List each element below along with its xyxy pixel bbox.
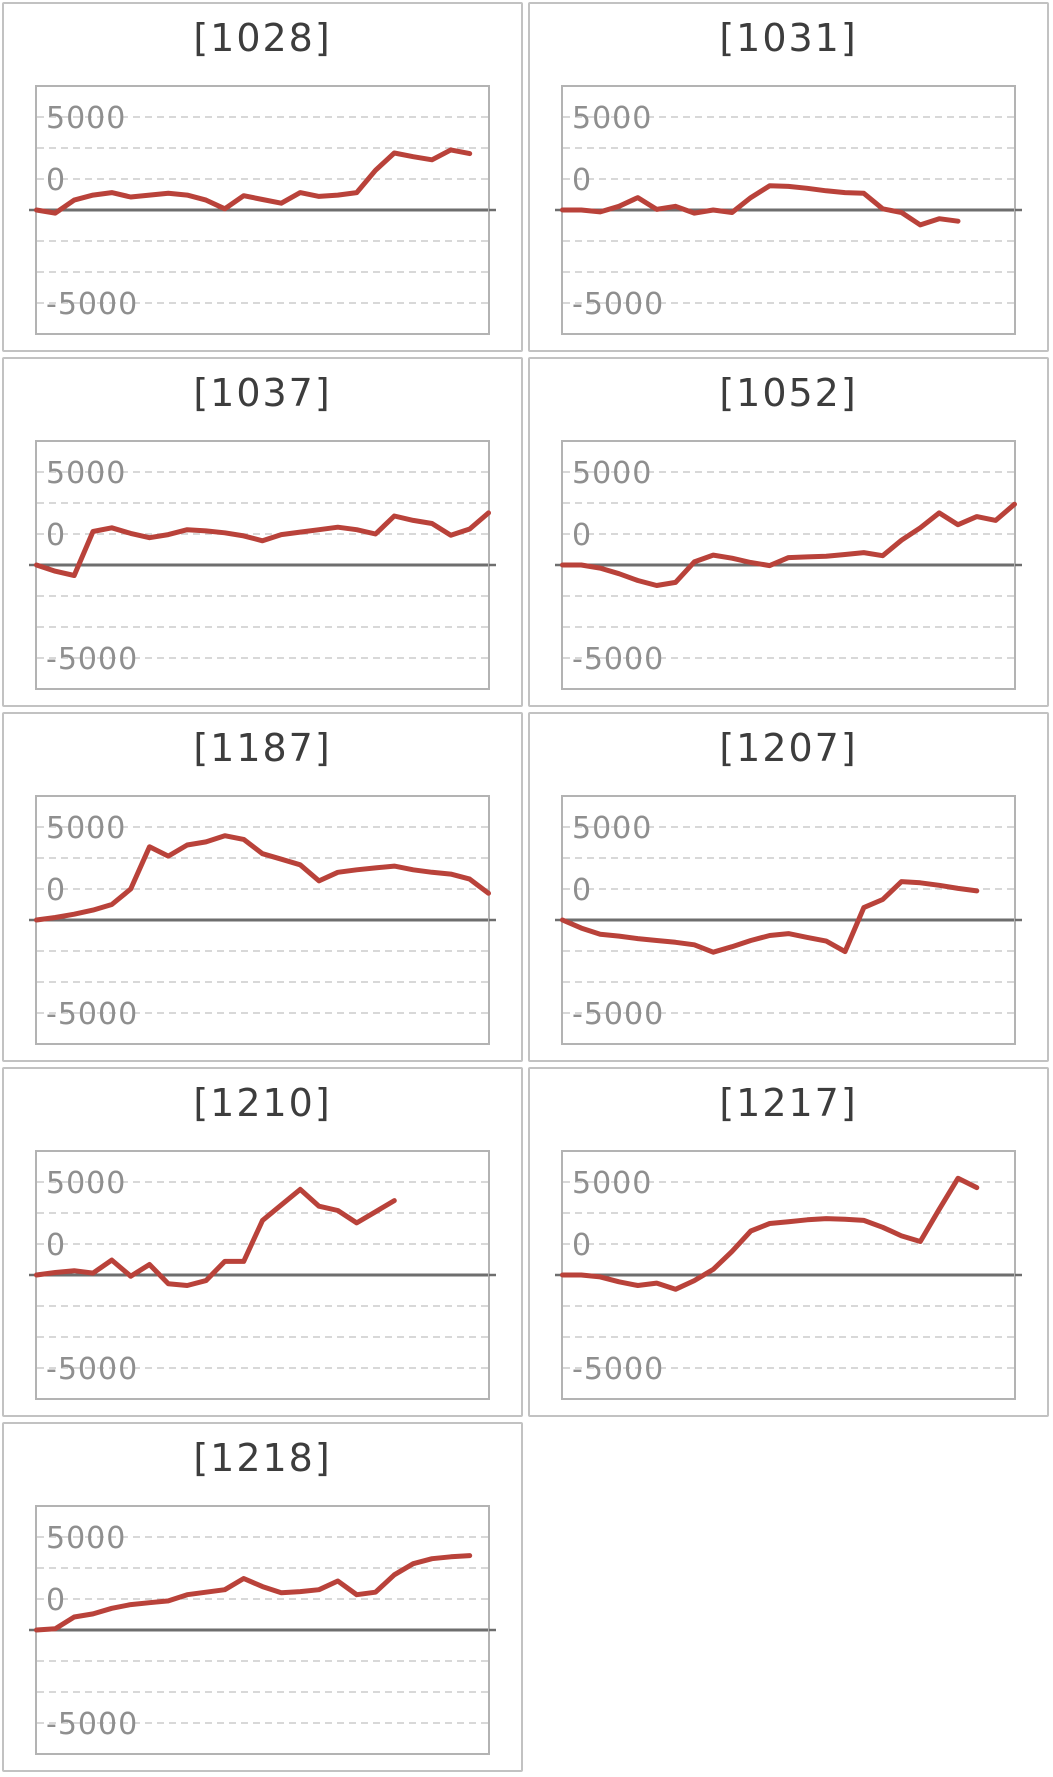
slump-line [34, 1186, 397, 1288]
chart-cell: [1031] 5000 0 -5000 [528, 2, 1049, 352]
chart-cell: [1037] 5000 0 -5000 [2, 357, 523, 707]
y-axis-label: -5000 [572, 1352, 664, 1387]
chart-plot: 5000 0 -5000 [29, 1150, 496, 1400]
chart-title: [1218] [193, 1436, 332, 1480]
slump-line [560, 501, 1017, 588]
y-axis-label: -5000 [46, 287, 138, 322]
y-axis-label: -5000 [46, 1707, 138, 1742]
chart-plot: 5000 0 -5000 [29, 440, 496, 690]
chart-title: [1028] [193, 16, 332, 60]
chart-plot: 5000 0 -5000 [29, 85, 496, 335]
y-axis-label: 5000 [572, 456, 652, 491]
y-axis-label: -5000 [572, 997, 664, 1032]
slump-line [34, 510, 491, 578]
chart-cell: [1210] 5000 0 -5000 [2, 1067, 523, 1417]
y-axis-label: 5000 [46, 101, 126, 136]
y-axis-label: 0 [572, 873, 592, 908]
chart-title: [1031] [719, 16, 858, 60]
y-axis-label: 0 [46, 518, 66, 553]
slump-line [560, 183, 961, 228]
slump-line [560, 879, 980, 955]
y-axis-label: 5000 [46, 456, 126, 491]
y-axis-label: -5000 [572, 287, 664, 322]
chart-plot: 5000 0 -5000 [29, 1505, 496, 1755]
chart-cell: [1217] 5000 0 -5000 [528, 1067, 1049, 1417]
chart-cell: [1187] 5000 0 -5000 [2, 712, 523, 1062]
chart-plot: 5000 0 -5000 [29, 795, 496, 1045]
chart-title: [1052] [719, 371, 858, 415]
y-axis-label: 5000 [46, 811, 126, 846]
chart-title: [1217] [719, 1081, 858, 1125]
chart-plot: 5000 0 -5000 [555, 85, 1022, 335]
chart-title: [1210] [193, 1081, 332, 1125]
chart-plot: 5000 0 -5000 [555, 795, 1022, 1045]
y-axis-label: 0 [46, 1228, 66, 1263]
chart-cell: [1028] 5000 0 -5000 [2, 2, 523, 352]
y-axis-label: -5000 [46, 997, 138, 1032]
y-axis-label: -5000 [46, 1352, 138, 1387]
y-axis-label: 5000 [46, 1521, 126, 1556]
chart-cell: [1207] 5000 0 -5000 [528, 712, 1049, 1062]
y-axis-label: -5000 [572, 642, 664, 677]
y-axis-label: -5000 [46, 642, 138, 677]
chart-cell: [1052] 5000 0 -5000 [528, 357, 1049, 707]
slump-line [34, 1553, 473, 1633]
slump-line [34, 833, 491, 923]
y-axis-label: 5000 [572, 811, 652, 846]
slump-line [560, 1175, 980, 1292]
y-axis-label: 0 [572, 1228, 592, 1263]
y-axis-label: 0 [572, 163, 592, 198]
chart-plot: 5000 0 -5000 [555, 1150, 1022, 1400]
chart-plot: 5000 0 -5000 [555, 440, 1022, 690]
y-axis-label: 0 [46, 163, 66, 198]
y-axis-label: 5000 [572, 101, 652, 136]
chart-title: [1037] [193, 371, 332, 415]
y-axis-label: 0 [46, 1583, 66, 1618]
chart-title: [1207] [719, 726, 858, 770]
y-axis-label: 5000 [572, 1166, 652, 1201]
chart-cell: [1218] 5000 0 -5000 [2, 1422, 523, 1772]
y-axis-label: 0 [46, 873, 66, 908]
y-axis-label: 0 [572, 518, 592, 553]
slump-line [34, 147, 473, 216]
y-axis-label: 5000 [46, 1166, 126, 1201]
chart-title: [1187] [193, 726, 332, 770]
